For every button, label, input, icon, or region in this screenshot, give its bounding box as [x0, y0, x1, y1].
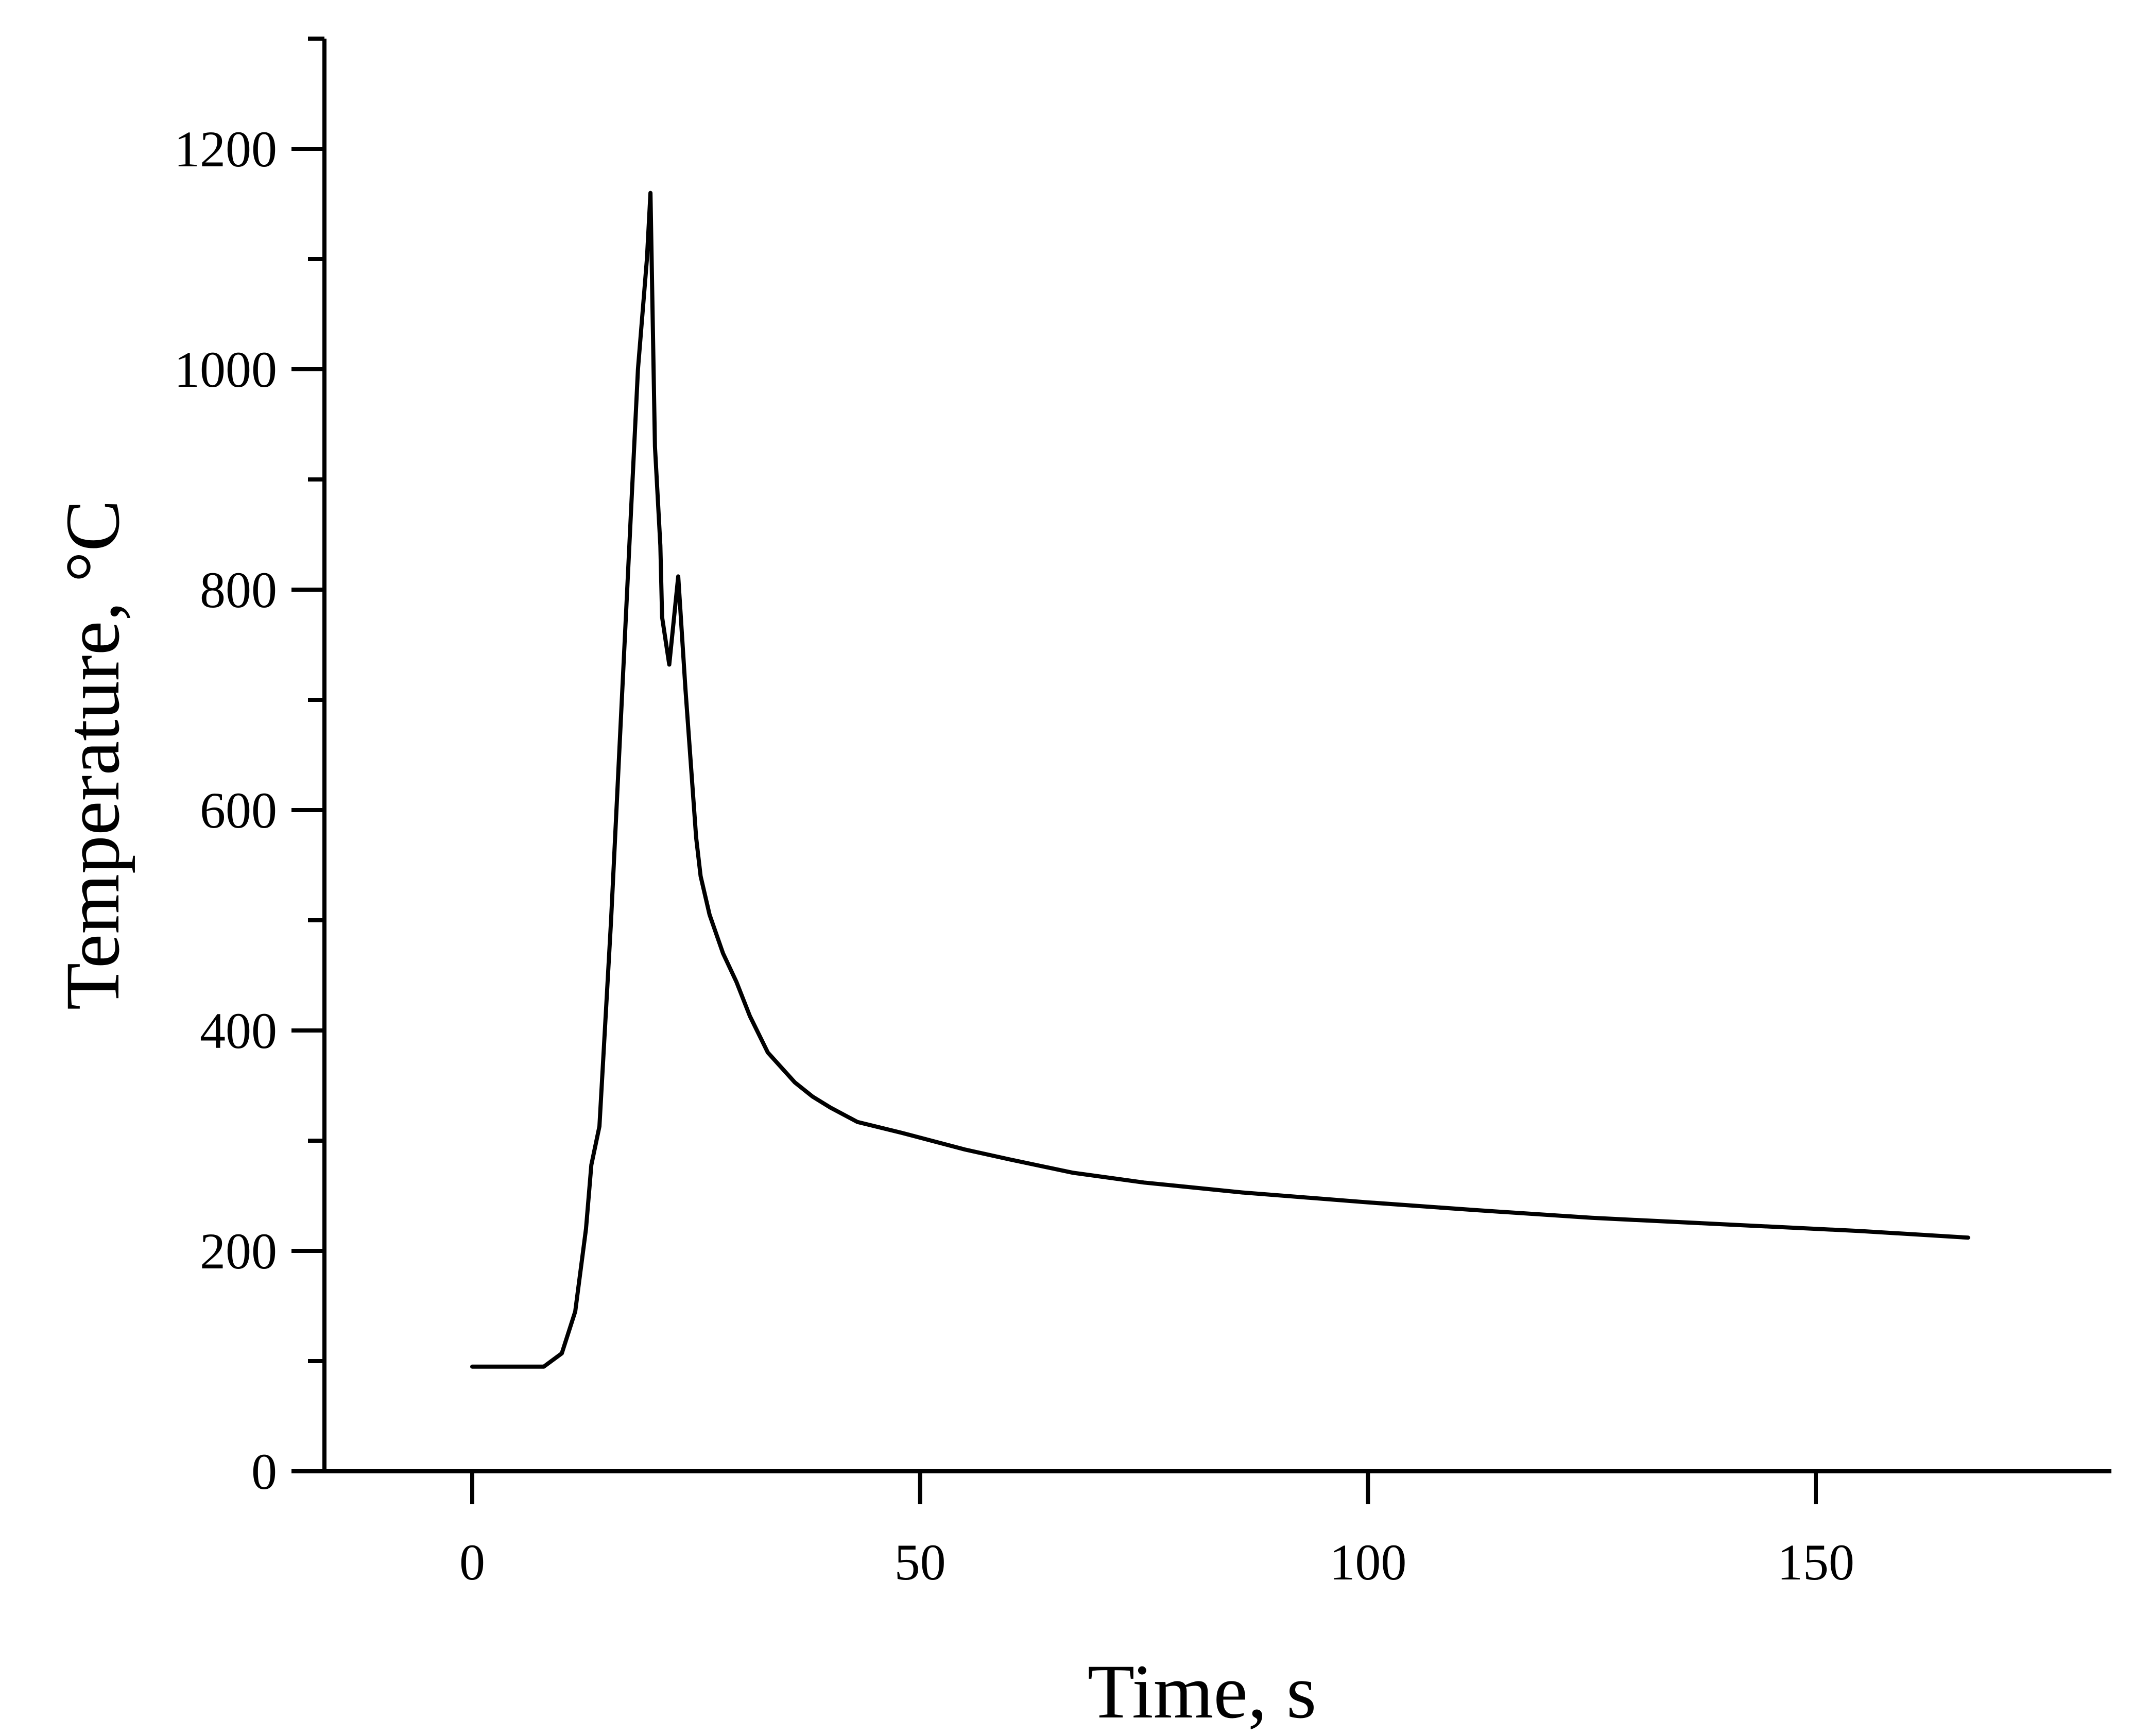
temperature-series-line	[470, 191, 1970, 1369]
x-tick-label: 50	[895, 1534, 946, 1591]
y-tick-label: 0	[251, 1443, 277, 1500]
series-layer	[470, 191, 1970, 1369]
y-axis-title: Temperature, °C	[50, 500, 135, 1010]
y-tick-label: 200	[200, 1223, 277, 1280]
y-ticks: 0 200 400 600 800 1000 1200	[174, 37, 324, 1500]
x-axis-title: Time, s	[1088, 1649, 1317, 1734]
y-tick-label: 400	[200, 1002, 277, 1059]
x-tick-label: 150	[1777, 1534, 1854, 1591]
y-tick-label: 600	[200, 782, 277, 839]
x-tick-label: 0	[459, 1534, 485, 1591]
x-tick-label: 100	[1329, 1534, 1406, 1591]
y-tick-label: 800	[200, 561, 277, 618]
y-tick-label: 1000	[174, 341, 277, 398]
y-tick-label: 1200	[174, 121, 277, 178]
axes	[291, 39, 2111, 1473]
x-ticks: 0 50 100 150	[459, 1471, 1854, 1591]
